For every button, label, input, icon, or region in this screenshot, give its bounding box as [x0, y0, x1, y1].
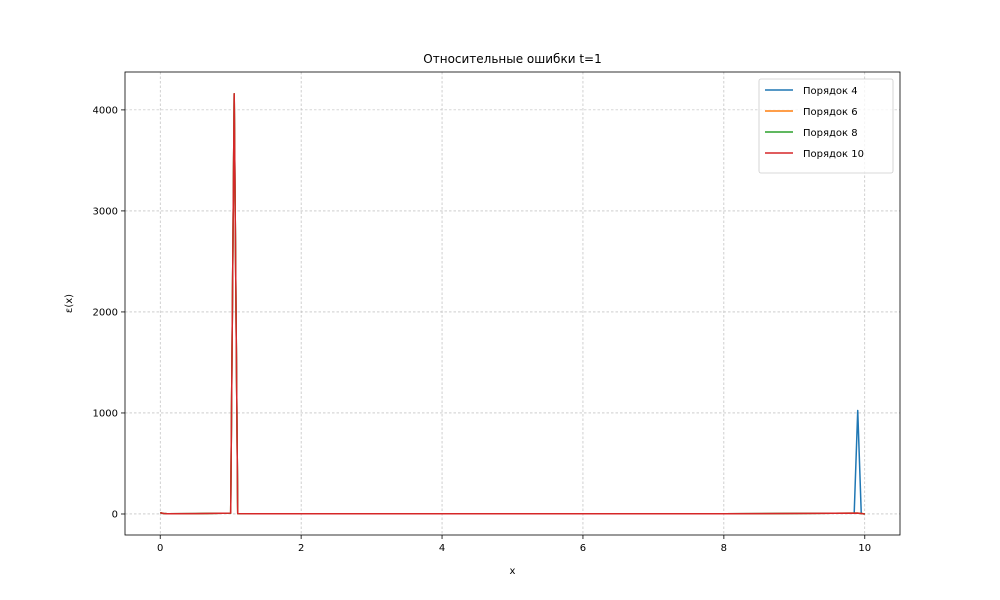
chart-title: Относительные ошибки t=1 [423, 52, 601, 66]
x-axis-label: x [510, 566, 516, 577]
x-tick-label: 2 [298, 543, 304, 554]
x-tick-label: 10 [858, 543, 871, 554]
x-tick-label: 4 [439, 543, 445, 554]
axis-ticks: 0 2 4 6 8 10 0 1000 2000 3000 4000 [93, 105, 872, 554]
legend: Порядок 4 Порядок 6 Порядок 8 Порядок 10 [758, 78, 894, 174]
series-line [160, 92, 865, 515]
legend-label: Порядок 6 [803, 107, 858, 118]
y-tick-label: 1000 [93, 408, 118, 419]
y-tick-label: 2000 [93, 307, 118, 318]
plot-lines [160, 92, 865, 515]
y-tick-label: 0 [112, 509, 118, 520]
y-tick-label: 3000 [93, 206, 118, 217]
legend-label: Порядок 10 [803, 149, 864, 160]
legend-label: Порядок 8 [803, 128, 858, 139]
legend-box [758, 78, 894, 174]
y-axis-label: ε(x) [64, 294, 75, 313]
x-tick-label: 0 [157, 543, 163, 554]
plot-frame [124, 71, 901, 536]
y-tick-label: 4000 [93, 105, 118, 116]
legend-label: Порядок 4 [803, 86, 858, 97]
x-tick-label: 8 [721, 543, 727, 554]
x-tick-label: 6 [580, 543, 586, 554]
